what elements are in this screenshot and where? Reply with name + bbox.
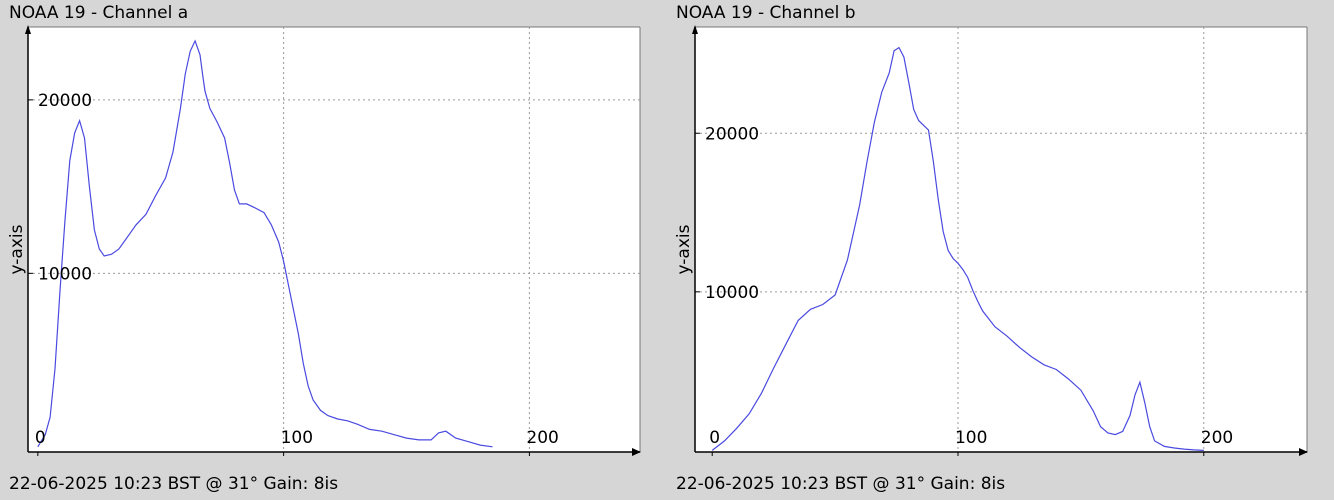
plot-background bbox=[28, 27, 640, 452]
x-axis-arrow bbox=[632, 448, 641, 456]
chart-title: NOAA 19 - Channel a bbox=[9, 3, 189, 23]
y-tick-label: 20000 bbox=[38, 91, 92, 111]
x-tick-label: 200 bbox=[526, 428, 558, 448]
chart-panel-a: NOAA 19 - Channel a 0 100 200 10000 20000 y-a… bbox=[7, 3, 641, 494]
status-footer: 22-06-2025 10:23 BST @ 31° Gain: 8is bbox=[676, 474, 1006, 494]
y-tick-label: 10000 bbox=[705, 283, 759, 303]
y-axis-arrow bbox=[692, 25, 698, 34]
y-axis-label: y-axis bbox=[674, 224, 694, 274]
x-tick-label: 200 bbox=[1201, 428, 1233, 448]
series-line bbox=[711, 46, 1204, 451]
x-tick-label: 100 bbox=[281, 428, 313, 448]
y-axis-label: y-axis bbox=[7, 224, 27, 274]
x-axis-arrow bbox=[1299, 448, 1308, 456]
y-tick-label: 10000 bbox=[38, 264, 92, 284]
y-tick-label: 20000 bbox=[705, 124, 759, 144]
y-axis-arrow bbox=[25, 25, 31, 34]
plot-background bbox=[695, 27, 1307, 452]
chart-title: NOAA 19 - Channel b bbox=[676, 3, 856, 23]
x-tick-label: 0 bbox=[709, 428, 720, 448]
status-footer: 22-06-2025 10:23 BST @ 31° Gain: 8is bbox=[9, 474, 339, 494]
series-line bbox=[37, 39, 493, 448]
x-tick-label: 100 bbox=[955, 428, 987, 448]
x-tick-label: 0 bbox=[35, 428, 46, 448]
plot-area: 0 100 200 10000 20000 y-axis bbox=[674, 25, 1308, 456]
chart-panel-b: NOAA 19 - Channel b 0 100 200 10000 20000 y-a… bbox=[667, 0, 1334, 500]
plot-area: 0 100 200 10000 20000 y-axis bbox=[7, 25, 641, 456]
